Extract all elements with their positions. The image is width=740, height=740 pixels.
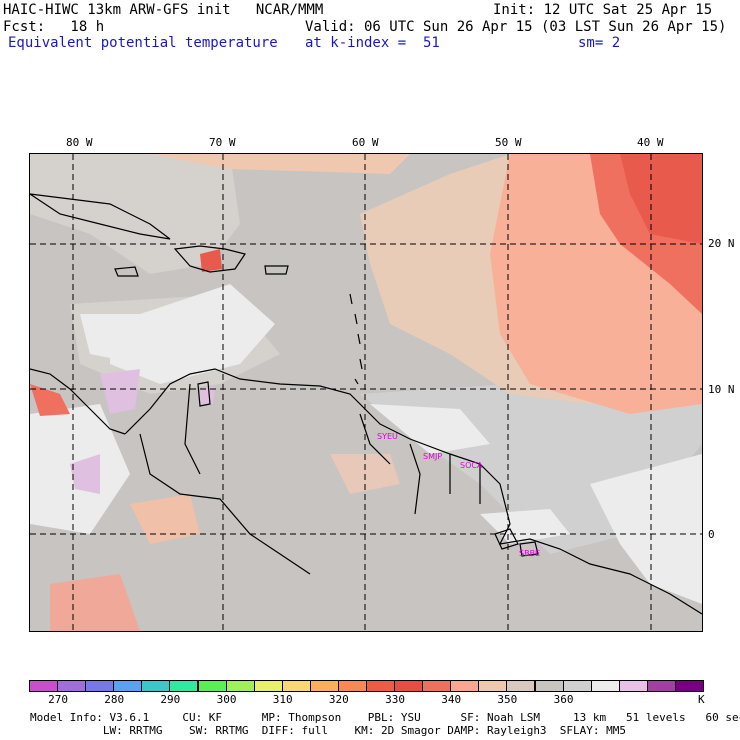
lat-label-0: 0 — [708, 528, 715, 541]
field-name: Equivalent potential temperature — [8, 35, 278, 51]
colorbar-cell — [478, 680, 508, 692]
colorbar-cell — [225, 680, 255, 692]
colorbar-cell — [253, 680, 283, 692]
colorbar-cell — [590, 680, 620, 692]
colorbar-cell — [141, 680, 171, 692]
colorbar-cell — [85, 680, 115, 692]
colorbar-tick-label: 330 — [385, 693, 405, 706]
colorbar — [29, 680, 704, 692]
init-time: Init: 12 UTC Sat 25 Apr 15 — [493, 2, 713, 18]
colorbar-cell — [197, 680, 227, 692]
colorbar-cell — [618, 680, 648, 692]
valid-time: Valid: 06 UTC Sun 26 Apr 15 (03 LST Sun … — [305, 19, 727, 35]
level-index: at k-index = 51 — [305, 35, 440, 51]
colorbar-tick-label: 280 — [104, 693, 125, 706]
station-sbbe: SBBE — [519, 549, 541, 558]
smoothing: sm= 2 — [578, 35, 621, 51]
lon-label-60w: 60 W — [352, 136, 379, 149]
colorbar-unit: K — [698, 693, 705, 706]
map-canvas — [30, 154, 702, 631]
colorbar-cell — [113, 680, 143, 692]
lon-label-40w: 40 W — [637, 136, 664, 149]
station-syeu: SYEU — [377, 432, 398, 441]
colorbar-tick-label: 290 — [160, 693, 181, 706]
colorbar-cell — [562, 680, 592, 692]
colorbar-tick-label: 320 — [328, 693, 349, 706]
colorbar-tick-label: 350 — [497, 693, 518, 706]
model-info-line1: Model Info: V3.6.1 CU: KF MP: Thompson P… — [30, 711, 740, 724]
station-soca: SOCA — [460, 461, 483, 470]
lon-label-50w: 50 W — [495, 136, 522, 149]
colorbar-cell — [674, 680, 704, 692]
lon-label-70w: 70 W — [209, 136, 236, 149]
colorbar-tick-label: 300 — [216, 693, 237, 706]
colorbar-tick-label: 270 — [48, 693, 68, 706]
theta-e-map: SYEU SMJP SOCA SBBE — [29, 153, 703, 632]
colorbar-cell — [646, 680, 676, 692]
colorbar-cell — [281, 680, 311, 692]
colorbar-cell — [534, 680, 564, 692]
colorbar-cell — [309, 680, 339, 692]
lat-label-20n: 20 N — [708, 237, 735, 250]
colorbar-tick-label: 360 — [553, 693, 574, 706]
lon-label-80w: 80 W — [66, 136, 93, 149]
colorbar-cell — [366, 680, 396, 692]
colorbar-cell — [506, 680, 536, 692]
colorbar-tick-label: 340 — [441, 693, 462, 706]
colorbar-cell — [450, 680, 480, 692]
forecast-hour: Fcst: 18 h — [3, 19, 105, 35]
colorbar-tick-label: 310 — [272, 693, 293, 706]
model-title: HAIC-HIWC 13km ARW-GFS init NCAR/MMM — [3, 2, 324, 18]
station-smjp: SMJP — [423, 452, 443, 461]
colorbar-cell — [337, 680, 367, 692]
lat-label-10n: 10 N — [708, 383, 735, 396]
colorbar-cell — [422, 680, 452, 692]
colorbar-cell — [29, 680, 59, 692]
colorbar-cell — [169, 680, 199, 692]
colorbar-cell — [57, 680, 87, 692]
model-info-line2: LW: RRTMG SW: RRTMG DIFF: full KM: 2D Sm… — [30, 724, 627, 737]
colorbar-cell — [394, 680, 424, 692]
